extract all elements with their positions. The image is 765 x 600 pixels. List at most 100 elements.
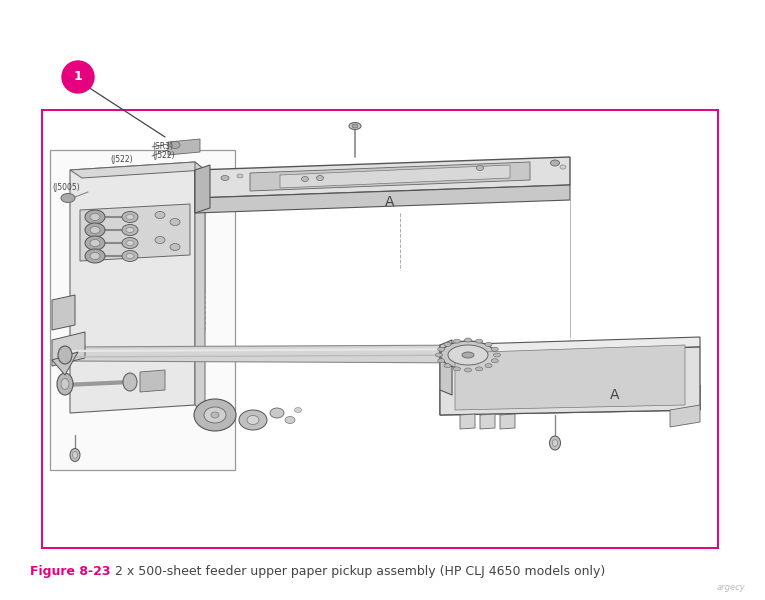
Ellipse shape xyxy=(85,249,105,263)
Ellipse shape xyxy=(462,352,474,358)
Text: 2 x 500-sheet feeder upper paper pickup assembly (HP CLJ 4650 models only): 2 x 500-sheet feeder upper paper pickup … xyxy=(115,565,605,578)
Ellipse shape xyxy=(352,124,358,128)
Ellipse shape xyxy=(438,347,444,351)
Text: Figure 8-23: Figure 8-23 xyxy=(30,565,110,578)
Ellipse shape xyxy=(476,339,483,343)
Ellipse shape xyxy=(454,339,461,343)
Polygon shape xyxy=(460,414,475,429)
Ellipse shape xyxy=(448,345,488,365)
Ellipse shape xyxy=(285,416,295,424)
Ellipse shape xyxy=(552,439,558,446)
Ellipse shape xyxy=(85,223,105,237)
Ellipse shape xyxy=(464,338,471,342)
Ellipse shape xyxy=(58,346,72,364)
Text: A: A xyxy=(610,388,620,402)
Text: (SR3): (SR3) xyxy=(152,142,173,151)
Text: 1: 1 xyxy=(73,70,83,83)
Polygon shape xyxy=(70,162,205,178)
Ellipse shape xyxy=(444,364,451,368)
Ellipse shape xyxy=(560,165,566,169)
Ellipse shape xyxy=(491,347,498,351)
Ellipse shape xyxy=(477,166,483,170)
Ellipse shape xyxy=(441,341,496,369)
Ellipse shape xyxy=(476,367,483,371)
Polygon shape xyxy=(168,139,200,155)
Polygon shape xyxy=(195,185,570,213)
Ellipse shape xyxy=(126,253,134,259)
Ellipse shape xyxy=(204,407,226,423)
Ellipse shape xyxy=(123,373,137,391)
Ellipse shape xyxy=(237,174,243,178)
Polygon shape xyxy=(440,347,700,415)
Ellipse shape xyxy=(349,122,361,130)
Polygon shape xyxy=(440,340,452,395)
Polygon shape xyxy=(65,345,490,363)
Polygon shape xyxy=(80,204,190,261)
Bar xyxy=(50,150,235,470)
Ellipse shape xyxy=(301,176,308,181)
Ellipse shape xyxy=(239,410,267,430)
Ellipse shape xyxy=(73,451,77,458)
Ellipse shape xyxy=(551,160,559,166)
Polygon shape xyxy=(195,165,210,213)
Polygon shape xyxy=(455,345,685,410)
Ellipse shape xyxy=(122,251,138,262)
Polygon shape xyxy=(52,352,78,375)
Polygon shape xyxy=(140,370,165,392)
Ellipse shape xyxy=(70,449,80,461)
Ellipse shape xyxy=(85,236,105,250)
Ellipse shape xyxy=(170,244,180,251)
Ellipse shape xyxy=(126,241,134,245)
Ellipse shape xyxy=(493,353,500,357)
Polygon shape xyxy=(670,405,700,427)
Ellipse shape xyxy=(170,142,180,148)
Ellipse shape xyxy=(126,214,134,220)
Ellipse shape xyxy=(444,343,451,346)
Ellipse shape xyxy=(211,412,219,418)
Polygon shape xyxy=(440,337,700,355)
Ellipse shape xyxy=(122,238,138,248)
Ellipse shape xyxy=(549,436,561,450)
Text: argecy: argecy xyxy=(716,583,745,592)
Ellipse shape xyxy=(90,239,100,247)
Polygon shape xyxy=(195,162,205,413)
Ellipse shape xyxy=(90,214,100,220)
Ellipse shape xyxy=(295,407,301,413)
Polygon shape xyxy=(250,162,530,191)
Polygon shape xyxy=(52,295,75,330)
Text: (J522): (J522) xyxy=(110,155,132,164)
Ellipse shape xyxy=(61,379,69,389)
Text: (J5005): (J5005) xyxy=(52,184,80,193)
Ellipse shape xyxy=(126,227,134,232)
Polygon shape xyxy=(440,385,700,415)
Polygon shape xyxy=(52,332,85,366)
Ellipse shape xyxy=(194,399,236,431)
Ellipse shape xyxy=(485,343,492,346)
Ellipse shape xyxy=(247,415,259,425)
Ellipse shape xyxy=(57,373,73,395)
Ellipse shape xyxy=(464,368,471,372)
Ellipse shape xyxy=(491,359,498,363)
Ellipse shape xyxy=(122,224,138,235)
Ellipse shape xyxy=(155,211,165,218)
Ellipse shape xyxy=(85,210,105,224)
Text: A: A xyxy=(386,195,395,209)
Ellipse shape xyxy=(155,236,165,244)
Polygon shape xyxy=(280,165,510,188)
Ellipse shape xyxy=(454,367,461,371)
Ellipse shape xyxy=(90,253,100,259)
Ellipse shape xyxy=(90,226,100,233)
Ellipse shape xyxy=(317,175,324,181)
Ellipse shape xyxy=(438,359,444,363)
Ellipse shape xyxy=(170,218,180,226)
Text: (J522): (J522) xyxy=(152,151,174,160)
Ellipse shape xyxy=(270,408,284,418)
Polygon shape xyxy=(500,414,515,429)
Ellipse shape xyxy=(122,211,138,223)
Polygon shape xyxy=(480,414,495,429)
Polygon shape xyxy=(195,157,570,198)
Polygon shape xyxy=(70,162,195,413)
Bar xyxy=(42,110,718,548)
Ellipse shape xyxy=(485,364,492,368)
Circle shape xyxy=(62,61,94,93)
